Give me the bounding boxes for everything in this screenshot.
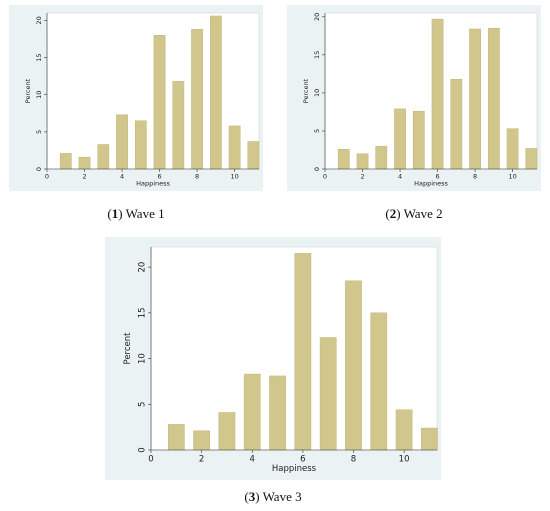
bar bbox=[370, 312, 388, 451]
y-tick-label: 20 bbox=[35, 16, 43, 24]
caption-wave-2: (2) Wave 2 bbox=[385, 206, 443, 221]
bar bbox=[97, 144, 110, 170]
x-axis-title: Happiness bbox=[414, 180, 448, 188]
x-tick-label: 8 bbox=[473, 173, 477, 181]
bar bbox=[153, 35, 166, 170]
bar bbox=[134, 120, 147, 170]
y-tick-label: 5 bbox=[137, 402, 147, 407]
chart-panel-wave-1: 0 2 4 6 8 10 0 5 10 15 20 Happiness Percent bbox=[9, 5, 263, 191]
y-axis-title: Percent bbox=[123, 332, 133, 365]
bar bbox=[395, 409, 413, 451]
y-tick-label: 5 bbox=[313, 129, 321, 133]
bar bbox=[243, 373, 261, 451]
y-tick-label: 15 bbox=[137, 307, 147, 318]
chart-panel-wave-2: 0 2 4 6 8 10 0 5 10 15 20 Happiness Percent bbox=[287, 5, 541, 191]
caption-wave-1: (1) Wave 1 bbox=[107, 206, 165, 221]
bar bbox=[450, 78, 463, 170]
y-tick-label: 0 bbox=[313, 167, 321, 171]
x-tick-label: 2 bbox=[199, 455, 204, 465]
x-tick-label: 0 bbox=[148, 455, 153, 465]
x-tick-label: 10 bbox=[508, 173, 516, 181]
bar bbox=[525, 148, 538, 170]
bar bbox=[487, 27, 500, 170]
x-tick-label: 8 bbox=[351, 455, 356, 465]
bar bbox=[116, 114, 128, 170]
y-tick-label: 15 bbox=[35, 53, 43, 61]
x-axis-title: Happiness bbox=[272, 464, 317, 474]
y-tick-label: 20 bbox=[313, 13, 321, 21]
bar bbox=[412, 110, 425, 170]
y-tick-label: 20 bbox=[137, 262, 147, 273]
y-axis-title: Percent bbox=[302, 78, 310, 103]
chart-panel-wave-3: 0 2 4 6 8 10 0 5 10 15 20 Happiness Percent bbox=[105, 237, 441, 480]
bar bbox=[172, 81, 185, 170]
caption-number: 2 bbox=[389, 206, 397, 221]
x-tick-label: 4 bbox=[120, 173, 124, 181]
x-tick-label: 6 bbox=[157, 173, 161, 181]
plot-area bbox=[46, 12, 260, 170]
plot-area bbox=[324, 12, 538, 170]
y-axis-title: Percent bbox=[24, 78, 32, 103]
x-tick-label: 4 bbox=[398, 173, 402, 181]
y-tick-label: 10 bbox=[137, 353, 147, 364]
chart-wave-3: 0 2 4 6 8 10 0 5 10 15 20 Happiness Percent bbox=[105, 237, 441, 480]
bar bbox=[247, 141, 260, 170]
x-tick-label: 0 bbox=[323, 173, 327, 181]
bar bbox=[228, 125, 241, 170]
bar bbox=[59, 153, 72, 170]
chart-wave-2: 0 2 4 6 8 10 0 5 10 15 20 Happiness Percent bbox=[287, 5, 541, 191]
bar bbox=[319, 337, 337, 451]
bar bbox=[191, 29, 203, 170]
caption-wave-3: (3) Wave 3 bbox=[244, 489, 302, 504]
bar bbox=[209, 15, 222, 170]
x-tick-label: 10 bbox=[399, 455, 410, 465]
bar bbox=[269, 375, 286, 451]
caption-number: 1 bbox=[111, 206, 119, 221]
bar bbox=[469, 28, 481, 170]
bar bbox=[375, 145, 388, 170]
x-tick-label: 0 bbox=[45, 173, 49, 181]
y-tick-label: 10 bbox=[35, 91, 43, 99]
bar bbox=[345, 280, 362, 451]
y-tick-label: 0 bbox=[137, 447, 147, 452]
chart-wave-1: 0 2 4 6 8 10 0 5 10 15 20 Happiness Percent bbox=[9, 5, 263, 191]
x-tick-label: 2 bbox=[82, 173, 86, 181]
x-tick-label: 2 bbox=[360, 173, 364, 181]
x-tick-label: 6 bbox=[300, 455, 305, 465]
x-tick-label: 4 bbox=[250, 455, 255, 465]
caption-text: Wave 1 bbox=[125, 206, 165, 221]
x-tick-label: 6 bbox=[435, 173, 439, 181]
bar bbox=[167, 424, 185, 451]
caption-text: Wave 3 bbox=[262, 489, 302, 504]
plot-area bbox=[150, 246, 438, 451]
y-tick-label: 15 bbox=[313, 51, 321, 59]
y-tick-label: 0 bbox=[35, 167, 43, 171]
x-tick-label: 10 bbox=[230, 173, 238, 181]
caption-number: 3 bbox=[248, 489, 256, 504]
x-tick-label: 8 bbox=[195, 173, 199, 181]
bar bbox=[394, 108, 406, 170]
x-axis-title: Happiness bbox=[136, 180, 170, 188]
bar bbox=[356, 153, 369, 170]
bar bbox=[421, 427, 438, 451]
bar bbox=[294, 253, 312, 451]
bar bbox=[193, 430, 210, 451]
y-tick-label: 10 bbox=[313, 89, 321, 97]
bar bbox=[506, 128, 519, 170]
bar bbox=[78, 156, 91, 170]
y-tick-label: 5 bbox=[35, 130, 43, 134]
bar bbox=[337, 148, 350, 170]
bar bbox=[218, 412, 236, 451]
caption-text: Wave 2 bbox=[403, 206, 443, 221]
bar bbox=[431, 18, 444, 170]
